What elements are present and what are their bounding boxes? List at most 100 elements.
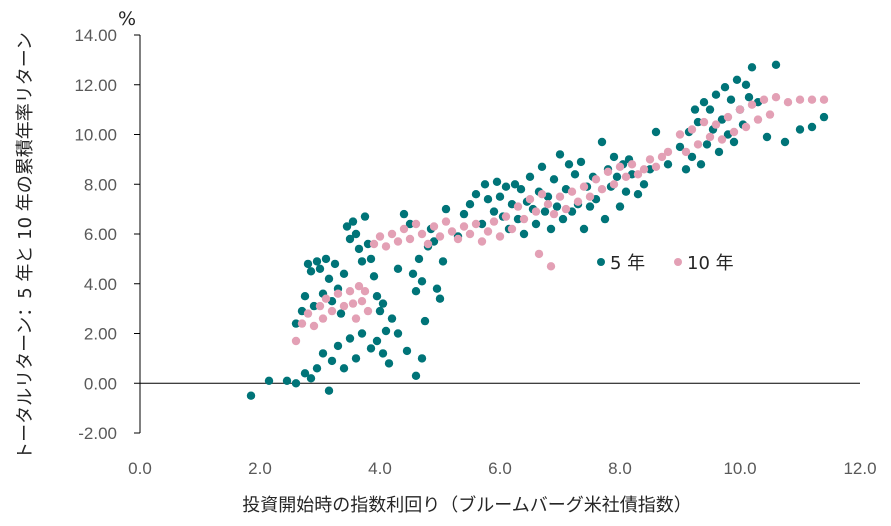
point-5y bbox=[744, 93, 754, 102]
point-10y bbox=[321, 294, 331, 303]
x-axis-title: 投資開始時の指数利回り（ブルームバーグ米社債指数） bbox=[242, 494, 691, 516]
point-5y bbox=[360, 212, 370, 221]
point-5y bbox=[372, 336, 382, 346]
point-10y bbox=[765, 110, 775, 119]
point-10y bbox=[759, 95, 769, 104]
point-10y bbox=[681, 147, 691, 157]
point-10y bbox=[537, 190, 547, 199]
point-5y bbox=[264, 376, 274, 385]
y-tick-label: 4.00 bbox=[84, 275, 117, 294]
point-10y bbox=[465, 229, 475, 239]
point-10y bbox=[459, 222, 469, 231]
point-5y bbox=[393, 264, 403, 273]
y-unit-label: % bbox=[118, 8, 136, 30]
point-10y bbox=[771, 93, 781, 102]
point-10y bbox=[333, 289, 343, 298]
point-10y bbox=[675, 130, 685, 139]
point-5y bbox=[366, 344, 376, 353]
point-5y bbox=[714, 147, 724, 157]
point-5y bbox=[675, 142, 685, 152]
point-10y bbox=[393, 237, 403, 246]
point-5y bbox=[408, 269, 418, 278]
point-5y bbox=[483, 195, 493, 204]
point-10y bbox=[729, 127, 739, 137]
point-5y bbox=[639, 180, 649, 189]
point-10y bbox=[753, 115, 763, 124]
point-10y bbox=[417, 229, 427, 239]
point-5y bbox=[330, 259, 340, 269]
x-tick-label: 0.0 bbox=[128, 459, 152, 478]
point-10y bbox=[519, 214, 529, 224]
tick-labels: -2.00 0.00 2.00 4.00 6.00 8.00 10.00 12.00 14.00… bbox=[74, 26, 876, 478]
point-5y bbox=[690, 105, 700, 114]
point-5y bbox=[549, 175, 559, 184]
point-5y bbox=[663, 160, 673, 169]
point-5y bbox=[339, 364, 349, 373]
point-5y bbox=[537, 162, 547, 171]
point-5y bbox=[384, 359, 394, 368]
point-10y bbox=[315, 301, 325, 311]
point-5y bbox=[402, 346, 412, 356]
point-5y bbox=[780, 137, 790, 147]
point-10y bbox=[633, 170, 643, 179]
point-5y bbox=[372, 292, 382, 301]
point-10y bbox=[381, 242, 391, 251]
point-5y bbox=[393, 329, 403, 338]
point-5y bbox=[597, 137, 607, 147]
point-10y bbox=[297, 319, 307, 328]
x-tick-label: 6.0 bbox=[488, 459, 512, 478]
point-10y bbox=[525, 195, 535, 204]
point-10y bbox=[687, 125, 697, 134]
point-5y bbox=[552, 202, 562, 211]
point-5y bbox=[354, 244, 364, 254]
y-tick-label: 6.00 bbox=[84, 225, 117, 244]
point-5y bbox=[555, 150, 565, 159]
point-5y bbox=[615, 202, 625, 211]
point-5y bbox=[435, 294, 445, 303]
point-10y bbox=[783, 98, 793, 107]
point-10y bbox=[387, 229, 397, 239]
point-10y bbox=[597, 185, 607, 194]
x-tick-label: 4.0 bbox=[368, 459, 392, 478]
y-tick-label: 8.00 bbox=[84, 175, 117, 194]
point-5y bbox=[699, 98, 709, 107]
point-5y bbox=[282, 376, 292, 385]
point-10y bbox=[483, 227, 493, 236]
point-10y bbox=[561, 204, 571, 214]
point-5y bbox=[327, 356, 337, 366]
x-tick-label: 2.0 bbox=[248, 459, 272, 478]
point-10y bbox=[555, 192, 565, 201]
point-5y bbox=[795, 125, 805, 134]
point-10y bbox=[531, 207, 541, 216]
point-5y bbox=[633, 190, 643, 199]
point-10y bbox=[309, 321, 319, 331]
x-tick-label: 12.0 bbox=[843, 459, 876, 478]
point-5y bbox=[369, 272, 379, 281]
point-5y bbox=[726, 95, 736, 104]
point-5y bbox=[609, 152, 619, 162]
point-5y bbox=[345, 334, 355, 343]
point-5y bbox=[291, 379, 301, 388]
point-5y bbox=[579, 224, 589, 234]
legend-marker-5y bbox=[597, 258, 605, 266]
y-tick-label: -2.00 bbox=[78, 424, 117, 443]
point-10y bbox=[303, 309, 313, 318]
point-5y bbox=[438, 257, 448, 266]
point-5y bbox=[546, 224, 556, 234]
point-5y bbox=[411, 371, 421, 380]
point-5y bbox=[411, 287, 421, 296]
point-10y bbox=[651, 162, 661, 171]
point-5y bbox=[363, 239, 373, 249]
legend-marker-10y bbox=[674, 258, 682, 266]
point-10y bbox=[747, 100, 757, 109]
point-10y bbox=[495, 232, 505, 241]
point-5y bbox=[306, 267, 316, 276]
point-5y bbox=[417, 277, 427, 286]
point-10y bbox=[375, 232, 385, 241]
point-5y bbox=[711, 90, 721, 99]
point-10y bbox=[795, 95, 805, 104]
point-5y bbox=[585, 202, 595, 211]
point-5y bbox=[687, 152, 697, 162]
point-5y bbox=[351, 354, 361, 363]
